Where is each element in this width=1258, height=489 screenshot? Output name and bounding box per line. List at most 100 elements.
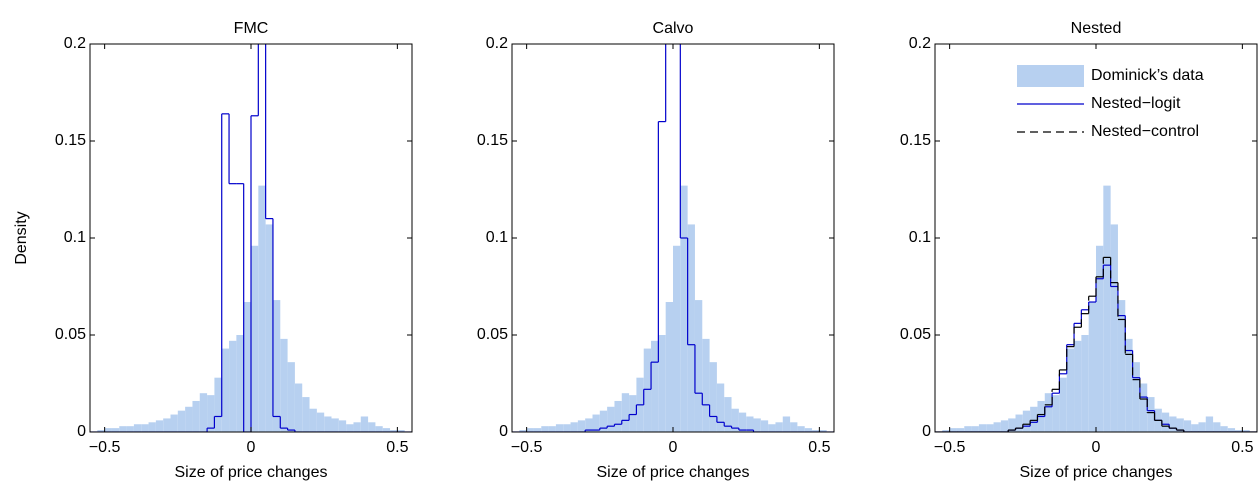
bar [972, 426, 979, 432]
legend-label: Nested−logit [1091, 95, 1181, 112]
bar [1067, 349, 1074, 432]
bar [1001, 420, 1008, 432]
bar [266, 224, 273, 432]
y-tick-label: 0.05 [900, 326, 931, 343]
y-tick-label: 0 [77, 423, 86, 440]
bar [644, 349, 651, 432]
bar [739, 413, 746, 432]
bar [368, 422, 375, 432]
bar [1089, 302, 1096, 432]
legend-swatch [1017, 65, 1084, 87]
bar [1140, 384, 1147, 433]
x-tick-label: 0.5 [808, 439, 830, 456]
bar [229, 341, 236, 432]
bar [651, 341, 658, 432]
chart-title: FMC [234, 20, 269, 37]
y-tick-label: 0.2 [909, 35, 931, 52]
bar [1162, 413, 1169, 432]
y-tick-label: 0.05 [55, 326, 86, 343]
bar [600, 411, 607, 432]
y-tick-label: 0.15 [55, 132, 86, 149]
bar [207, 395, 214, 432]
bar [171, 415, 178, 432]
x-tick-label: 0 [669, 439, 678, 456]
bar [317, 413, 324, 432]
bar [571, 422, 578, 432]
bar [258, 186, 265, 432]
bar [346, 424, 353, 432]
bar [200, 393, 207, 432]
y-tick-label: 0.15 [900, 132, 931, 149]
bar [156, 420, 163, 432]
bar [1220, 426, 1227, 432]
bar [222, 349, 229, 432]
bar [332, 418, 339, 432]
bar [1184, 420, 1191, 432]
bar [1147, 397, 1154, 432]
bar [986, 424, 993, 432]
y-tick-label: 0.1 [909, 229, 931, 246]
bar [979, 424, 986, 432]
bar [556, 424, 563, 432]
x-tick-label: 0 [1092, 439, 1101, 456]
bar [119, 426, 126, 432]
y-axis-label: Density [13, 211, 30, 264]
bar [1016, 415, 1023, 432]
bar [1059, 378, 1066, 432]
bar [994, 422, 1001, 432]
chart-title: Calvo [653, 20, 694, 37]
bar [127, 426, 134, 432]
bar [578, 420, 585, 432]
y-tick-label: 0 [922, 423, 931, 440]
x-axis-label: Size of price changes [597, 464, 750, 481]
bar [1052, 395, 1059, 432]
bar [673, 246, 680, 432]
bar [1030, 407, 1037, 432]
bar [251, 246, 258, 432]
bar [717, 384, 724, 433]
bar [244, 302, 251, 432]
bar [178, 411, 185, 432]
y-tick-label: 0.05 [477, 326, 508, 343]
bar [1198, 422, 1205, 432]
x-tick-label: 0.5 [1231, 439, 1253, 456]
bar [622, 393, 629, 432]
bar [680, 186, 687, 432]
legend-label: Dominick’s data [1091, 67, 1204, 84]
bar [614, 401, 621, 432]
bar [563, 424, 570, 432]
bar [1191, 424, 1198, 432]
bar [790, 422, 797, 432]
x-tick-label: −0.5 [511, 439, 543, 456]
bar [607, 407, 614, 432]
plot-area [935, 186, 1257, 432]
bar [339, 420, 346, 432]
bar [302, 397, 309, 432]
bar [324, 416, 331, 432]
legend-label: Nested−control [1091, 123, 1199, 140]
bar [141, 424, 148, 432]
bar [134, 424, 141, 432]
bar [1169, 416, 1176, 432]
bar [288, 362, 295, 432]
y-tick-label: 0.1 [64, 229, 86, 246]
bar [1103, 186, 1110, 432]
bar [695, 300, 702, 432]
x-axis-label: Size of price changes [1020, 464, 1173, 481]
bar [1045, 393, 1052, 432]
chart-title: Nested [1071, 20, 1122, 37]
bar [214, 378, 221, 432]
bar [1023, 411, 1030, 432]
x-tick-label: −0.5 [89, 439, 121, 456]
bar [310, 409, 317, 432]
bar [280, 339, 287, 432]
bar [666, 302, 673, 432]
bar [768, 424, 775, 432]
bar [761, 420, 768, 432]
bar [236, 335, 243, 432]
bar [1206, 416, 1213, 432]
panel: −0.500.500.050.10.150.2NestedSize of pri… [900, 20, 1257, 481]
x-tick-label: −0.5 [934, 439, 966, 456]
bar [688, 224, 695, 432]
